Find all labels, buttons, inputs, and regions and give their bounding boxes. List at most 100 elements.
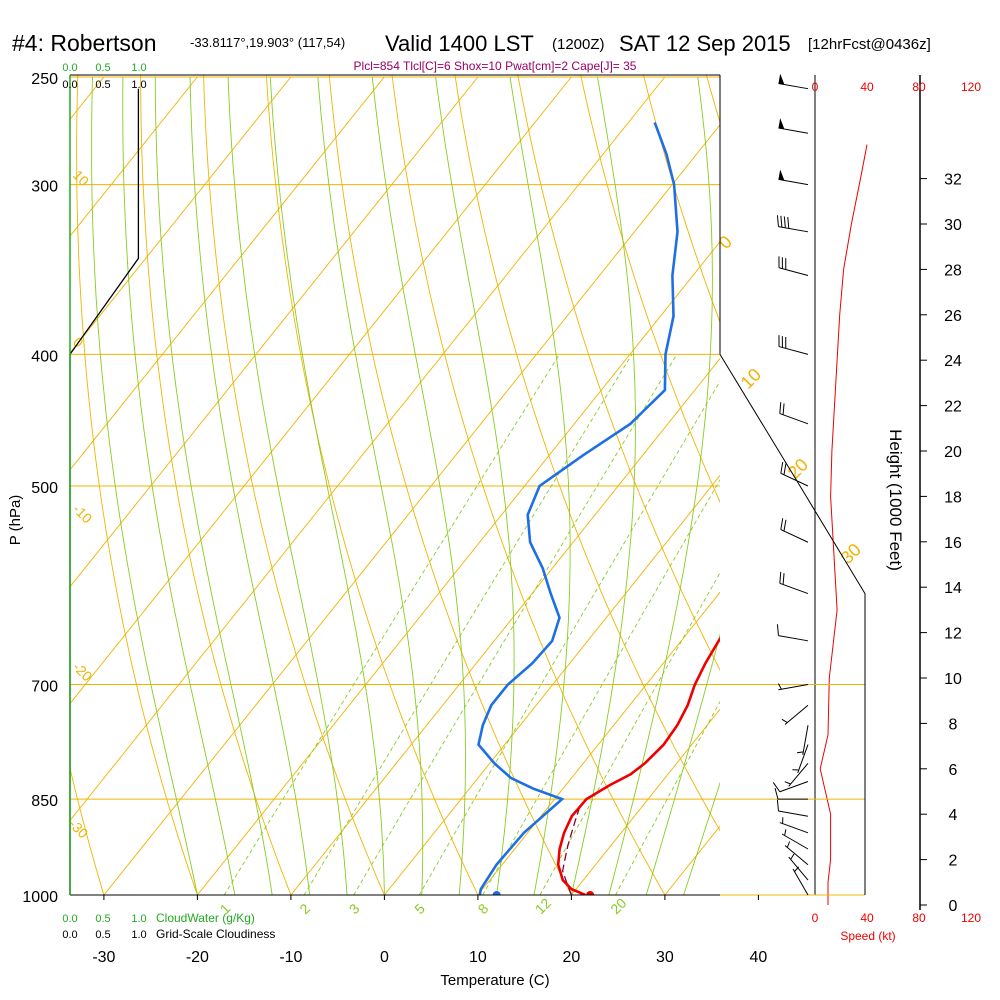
wind-barb	[788, 853, 809, 881]
cloudiness-label: Grid-Scale Cloudiness	[156, 927, 275, 941]
moist-adiabat-line	[509, 76, 571, 895]
utc-time: (1200Z)	[552, 36, 605, 53]
moist-adiabat-line	[122, 76, 236, 895]
x-tick-label: 20	[563, 949, 581, 966]
speed-tick-bottom: 120	[961, 911, 981, 925]
height-tick-label: 24	[944, 353, 962, 370]
wind-barb	[792, 744, 809, 773]
temperature-profile	[556, 636, 720, 895]
x-tick-label: -20	[186, 949, 209, 966]
station-coords: -33.8117°,19.903° (117,54)	[190, 35, 345, 50]
dry-adiabat-line	[763, 53, 1000, 924]
isotherm-line	[290, 357, 720, 895]
dry-adiabat-line	[517, 75, 720, 671]
wind-barb	[778, 256, 809, 277]
isotherm-line	[477, 591, 720, 895]
mixing-ratio-line	[223, 354, 560, 895]
speed-tick-top: 80	[912, 80, 926, 94]
x-tick-label: -30	[92, 949, 115, 966]
moist-adiabat-line	[154, 77, 273, 895]
cloudwater-tick-top: 0.0	[62, 62, 77, 74]
dry-adiabat-line	[203, 75, 385, 895]
dry-adiabat-line	[454, 75, 720, 832]
wind-barb	[780, 518, 809, 543]
speed-tick-top: 120	[961, 80, 981, 94]
wind-barb	[779, 571, 809, 595]
mixing-ratio-label: 8	[475, 900, 492, 917]
pressure-tick-label: 300	[31, 179, 58, 196]
cloudwater-tick-top: 0.5	[95, 62, 110, 74]
pressure-tick-label: 850	[31, 793, 58, 810]
height-tick-label: 20	[944, 444, 962, 461]
height-tick-label: 30	[944, 217, 962, 234]
dry-adiabat-line	[140, 75, 292, 895]
cloudwater-tick-bottom: 0.5	[95, 913, 110, 925]
dry-adiabat-line	[70, 766, 105, 895]
cloudwater-tick-bottom: 0.0	[62, 913, 77, 925]
wind-barb	[781, 704, 809, 725]
moist-adiabat-label: 20	[784, 455, 812, 483]
wind-barb	[777, 683, 809, 691]
wind-barb	[776, 624, 809, 642]
height-tick-label: 8	[949, 716, 958, 733]
wind-barb	[776, 799, 809, 817]
isotherm-line	[70, 76, 198, 237]
speed-axis-label: Speed (kt)	[840, 929, 895, 943]
x-tick-label: 30	[656, 949, 674, 966]
wind-barb	[781, 829, 809, 850]
x-tick-label: 10	[469, 949, 487, 966]
height-tick-label: 4	[949, 807, 958, 824]
height-tick-label: 0	[949, 898, 958, 915]
wind-barb	[772, 781, 809, 793]
indices-label: Plcl=854 Tlcl[C]=6 Shox=10 Pwat[cm]=2 Ca…	[354, 59, 637, 73]
speed-tick-top: 40	[860, 80, 874, 94]
pressure-tick-label: 1000	[22, 889, 58, 906]
dewpoint-profile	[477, 121, 679, 895]
valid-time: Valid 1400 LST	[385, 31, 534, 56]
dry-adiabat-label: -10	[70, 501, 96, 527]
speed-tick-bottom: 40	[860, 911, 874, 925]
cloudiness-tick-bottom: 0.0	[62, 929, 77, 941]
height-tick-label: 12	[944, 626, 962, 643]
x-tick-label: 40	[750, 949, 768, 966]
pressure-tick-label: 250	[31, 71, 58, 88]
height-tick-label: 16	[944, 535, 962, 552]
cloudwater-label: CloudWater (g/Kg)	[156, 911, 255, 925]
dry-adiabat-line	[391, 75, 666, 895]
isotherm-line	[103, 124, 720, 895]
height-tick-label: 14	[944, 580, 962, 597]
moist-adiabat-line	[645, 632, 720, 895]
wind-barb	[778, 335, 809, 355]
isotherm-line	[70, 76, 385, 471]
mixing-ratio-label: 2	[296, 900, 313, 917]
moist-adiabat-line	[189, 76, 311, 895]
station-title: #4: Robertson	[12, 30, 156, 56]
x-axis-label: Temperature (C)	[440, 972, 549, 989]
mixing-ratio-line	[353, 354, 678, 895]
height-tick-label: 32	[944, 172, 962, 189]
isotherm-line	[384, 474, 720, 895]
height-axis-label: Height (1000 Feet)	[886, 429, 905, 571]
wind-speed-profile	[819, 144, 868, 905]
height-tick-label: 18	[944, 489, 962, 506]
x-tick-label: -10	[279, 949, 302, 966]
cloudwater-tick-bottom: 1.0	[131, 913, 146, 925]
cloudiness-tick-top: 1.0	[131, 79, 146, 91]
height-tick-label: 2	[949, 853, 958, 870]
parcel-path	[561, 805, 581, 895]
forecast-label: [12hrFcst@0436z]	[808, 36, 931, 53]
pressure-tick-label: 700	[31, 679, 58, 696]
moist-adiabat-line	[608, 76, 713, 895]
dry-adiabat-line	[643, 75, 720, 324]
wind-barb	[776, 215, 809, 233]
dry-adiabat-label: -20	[70, 659, 96, 685]
moist-adiabat-line	[371, 76, 466, 895]
wind-barb	[784, 763, 809, 787]
speed-tick-top: 0	[812, 80, 819, 94]
cloudiness-tick-bottom: 0.5	[95, 929, 110, 941]
x-tick-label: 0	[380, 949, 389, 966]
mixing-ratio-label: 20	[607, 895, 629, 917]
wind-barb	[778, 169, 809, 186]
moist-adiabat-label: 0	[715, 232, 736, 253]
isotherm-line	[70, 76, 666, 822]
